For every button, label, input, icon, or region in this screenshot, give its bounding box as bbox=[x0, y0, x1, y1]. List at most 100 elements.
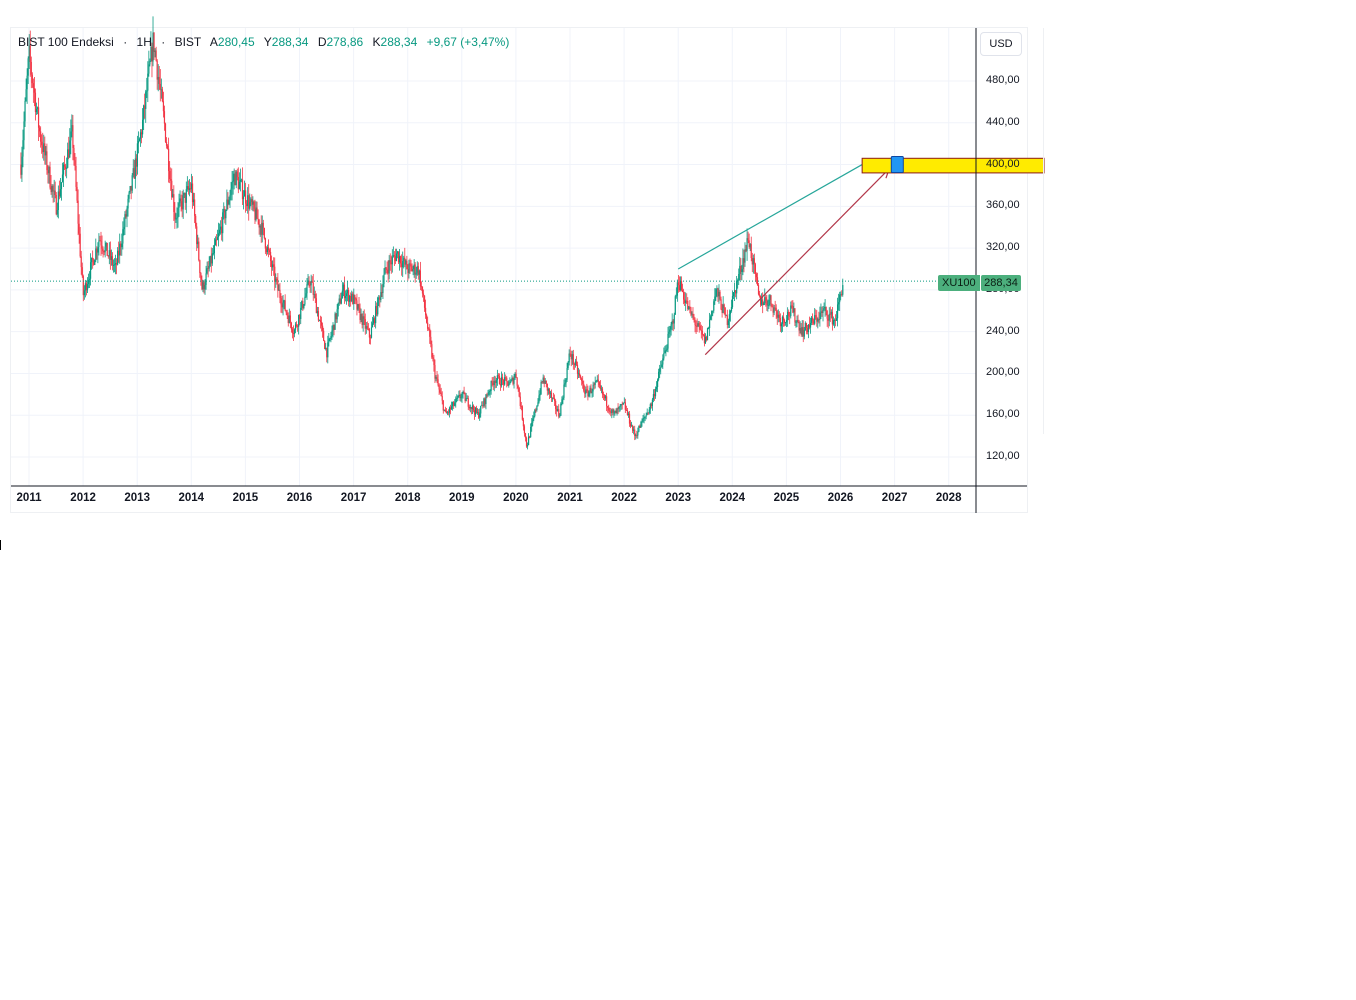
candle-body bbox=[789, 315, 791, 317]
candle-body bbox=[599, 385, 601, 389]
candle-body bbox=[30, 61, 32, 75]
candle-body bbox=[335, 313, 337, 320]
candle-body bbox=[320, 321, 323, 326]
candle-body bbox=[518, 388, 520, 397]
candle-body bbox=[177, 207, 179, 218]
candle-body bbox=[247, 195, 249, 207]
candle-body bbox=[791, 305, 793, 307]
candle-body bbox=[711, 311, 713, 317]
candle-body bbox=[249, 202, 251, 209]
candle-body bbox=[305, 293, 307, 297]
candle-body bbox=[360, 314, 362, 320]
candle-body bbox=[182, 195, 184, 210]
price-tick-label: 320,00 bbox=[986, 241, 1020, 254]
candle-body bbox=[138, 138, 141, 141]
candle-body bbox=[655, 386, 658, 389]
candle-body bbox=[220, 226, 222, 230]
candle-body bbox=[60, 182, 63, 190]
axes bbox=[11, 28, 1027, 513]
candle-body bbox=[381, 292, 383, 294]
candle-body bbox=[831, 311, 833, 325]
candle-body bbox=[140, 132, 143, 135]
annotations[interactable] bbox=[11, 156, 1045, 356]
candle-body bbox=[547, 388, 549, 391]
candle-body bbox=[797, 320, 799, 323]
candle-body bbox=[387, 269, 389, 274]
candle-body bbox=[297, 326, 299, 327]
candle-body bbox=[660, 367, 662, 369]
time-tick-label: 2028 bbox=[935, 492, 962, 504]
candle-body bbox=[763, 303, 765, 306]
candle-body bbox=[76, 186, 78, 201]
candle-body bbox=[216, 237, 219, 240]
candle-body bbox=[349, 295, 351, 302]
candle-body bbox=[523, 426, 526, 434]
candle-body bbox=[285, 310, 287, 313]
candle-body bbox=[446, 412, 449, 414]
candle-body bbox=[130, 186, 132, 191]
candle-body bbox=[195, 215, 197, 227]
candle-body bbox=[774, 307, 776, 309]
chart-legend[interactable]: BIST 100 Endeksi · 1H · BIST A280,45 Y28… bbox=[18, 35, 515, 49]
candle-body bbox=[729, 311, 732, 315]
candle-body bbox=[653, 394, 656, 397]
candle-body bbox=[767, 305, 769, 306]
candle-body bbox=[146, 90, 148, 92]
chart-frame bbox=[10, 27, 1028, 513]
candle-body bbox=[79, 233, 81, 257]
candle-body bbox=[694, 319, 696, 326]
candle-body bbox=[611, 409, 613, 413]
candle-body bbox=[386, 268, 388, 270]
candle-body bbox=[187, 186, 189, 190]
candle-body bbox=[813, 320, 815, 324]
candle-body bbox=[436, 377, 438, 380]
candle-body bbox=[612, 409, 614, 413]
candle-body bbox=[241, 179, 244, 200]
candle-body bbox=[61, 174, 64, 183]
candle-body bbox=[66, 167, 68, 169]
candle-body bbox=[828, 313, 830, 321]
candle-body bbox=[499, 384, 502, 386]
candle-body bbox=[469, 407, 471, 409]
candle-body bbox=[41, 141, 43, 146]
candle-body bbox=[228, 200, 230, 205]
candle-body bbox=[348, 289, 350, 302]
candle-body bbox=[218, 229, 221, 234]
candle-body bbox=[783, 320, 786, 323]
candle-body bbox=[598, 381, 600, 386]
candle-body bbox=[74, 160, 76, 166]
candle-body bbox=[288, 315, 290, 324]
candle-body bbox=[470, 407, 472, 409]
candle-body bbox=[600, 388, 603, 390]
candle-body bbox=[792, 306, 794, 313]
candle-body bbox=[37, 107, 40, 128]
candle-body bbox=[541, 381, 543, 383]
candle-body bbox=[445, 411, 448, 414]
candle-body bbox=[511, 377, 513, 381]
candle-body bbox=[287, 315, 289, 324]
candle-body bbox=[742, 258, 744, 270]
candle-body bbox=[712, 310, 714, 312]
candle-body bbox=[91, 257, 93, 263]
candle-body bbox=[183, 192, 185, 196]
candle-body bbox=[619, 405, 621, 408]
target-marker bbox=[890, 156, 904, 174]
candle-body bbox=[474, 407, 477, 415]
candle-body bbox=[412, 269, 414, 272]
candle-body bbox=[95, 248, 97, 261]
candle-body bbox=[105, 242, 107, 247]
candle-body bbox=[339, 298, 341, 304]
candle-body bbox=[290, 322, 292, 330]
candle-body bbox=[213, 245, 215, 254]
candle-body bbox=[396, 251, 399, 254]
candle-body bbox=[341, 290, 343, 299]
candle-body bbox=[147, 73, 149, 91]
candle-body bbox=[817, 319, 819, 322]
candle-body bbox=[666, 348, 668, 350]
candle-body bbox=[736, 280, 738, 294]
candle-body bbox=[253, 201, 255, 210]
candle-body bbox=[149, 60, 151, 65]
candle-body bbox=[325, 347, 327, 350]
currency-button[interactable]: USD bbox=[980, 32, 1022, 56]
